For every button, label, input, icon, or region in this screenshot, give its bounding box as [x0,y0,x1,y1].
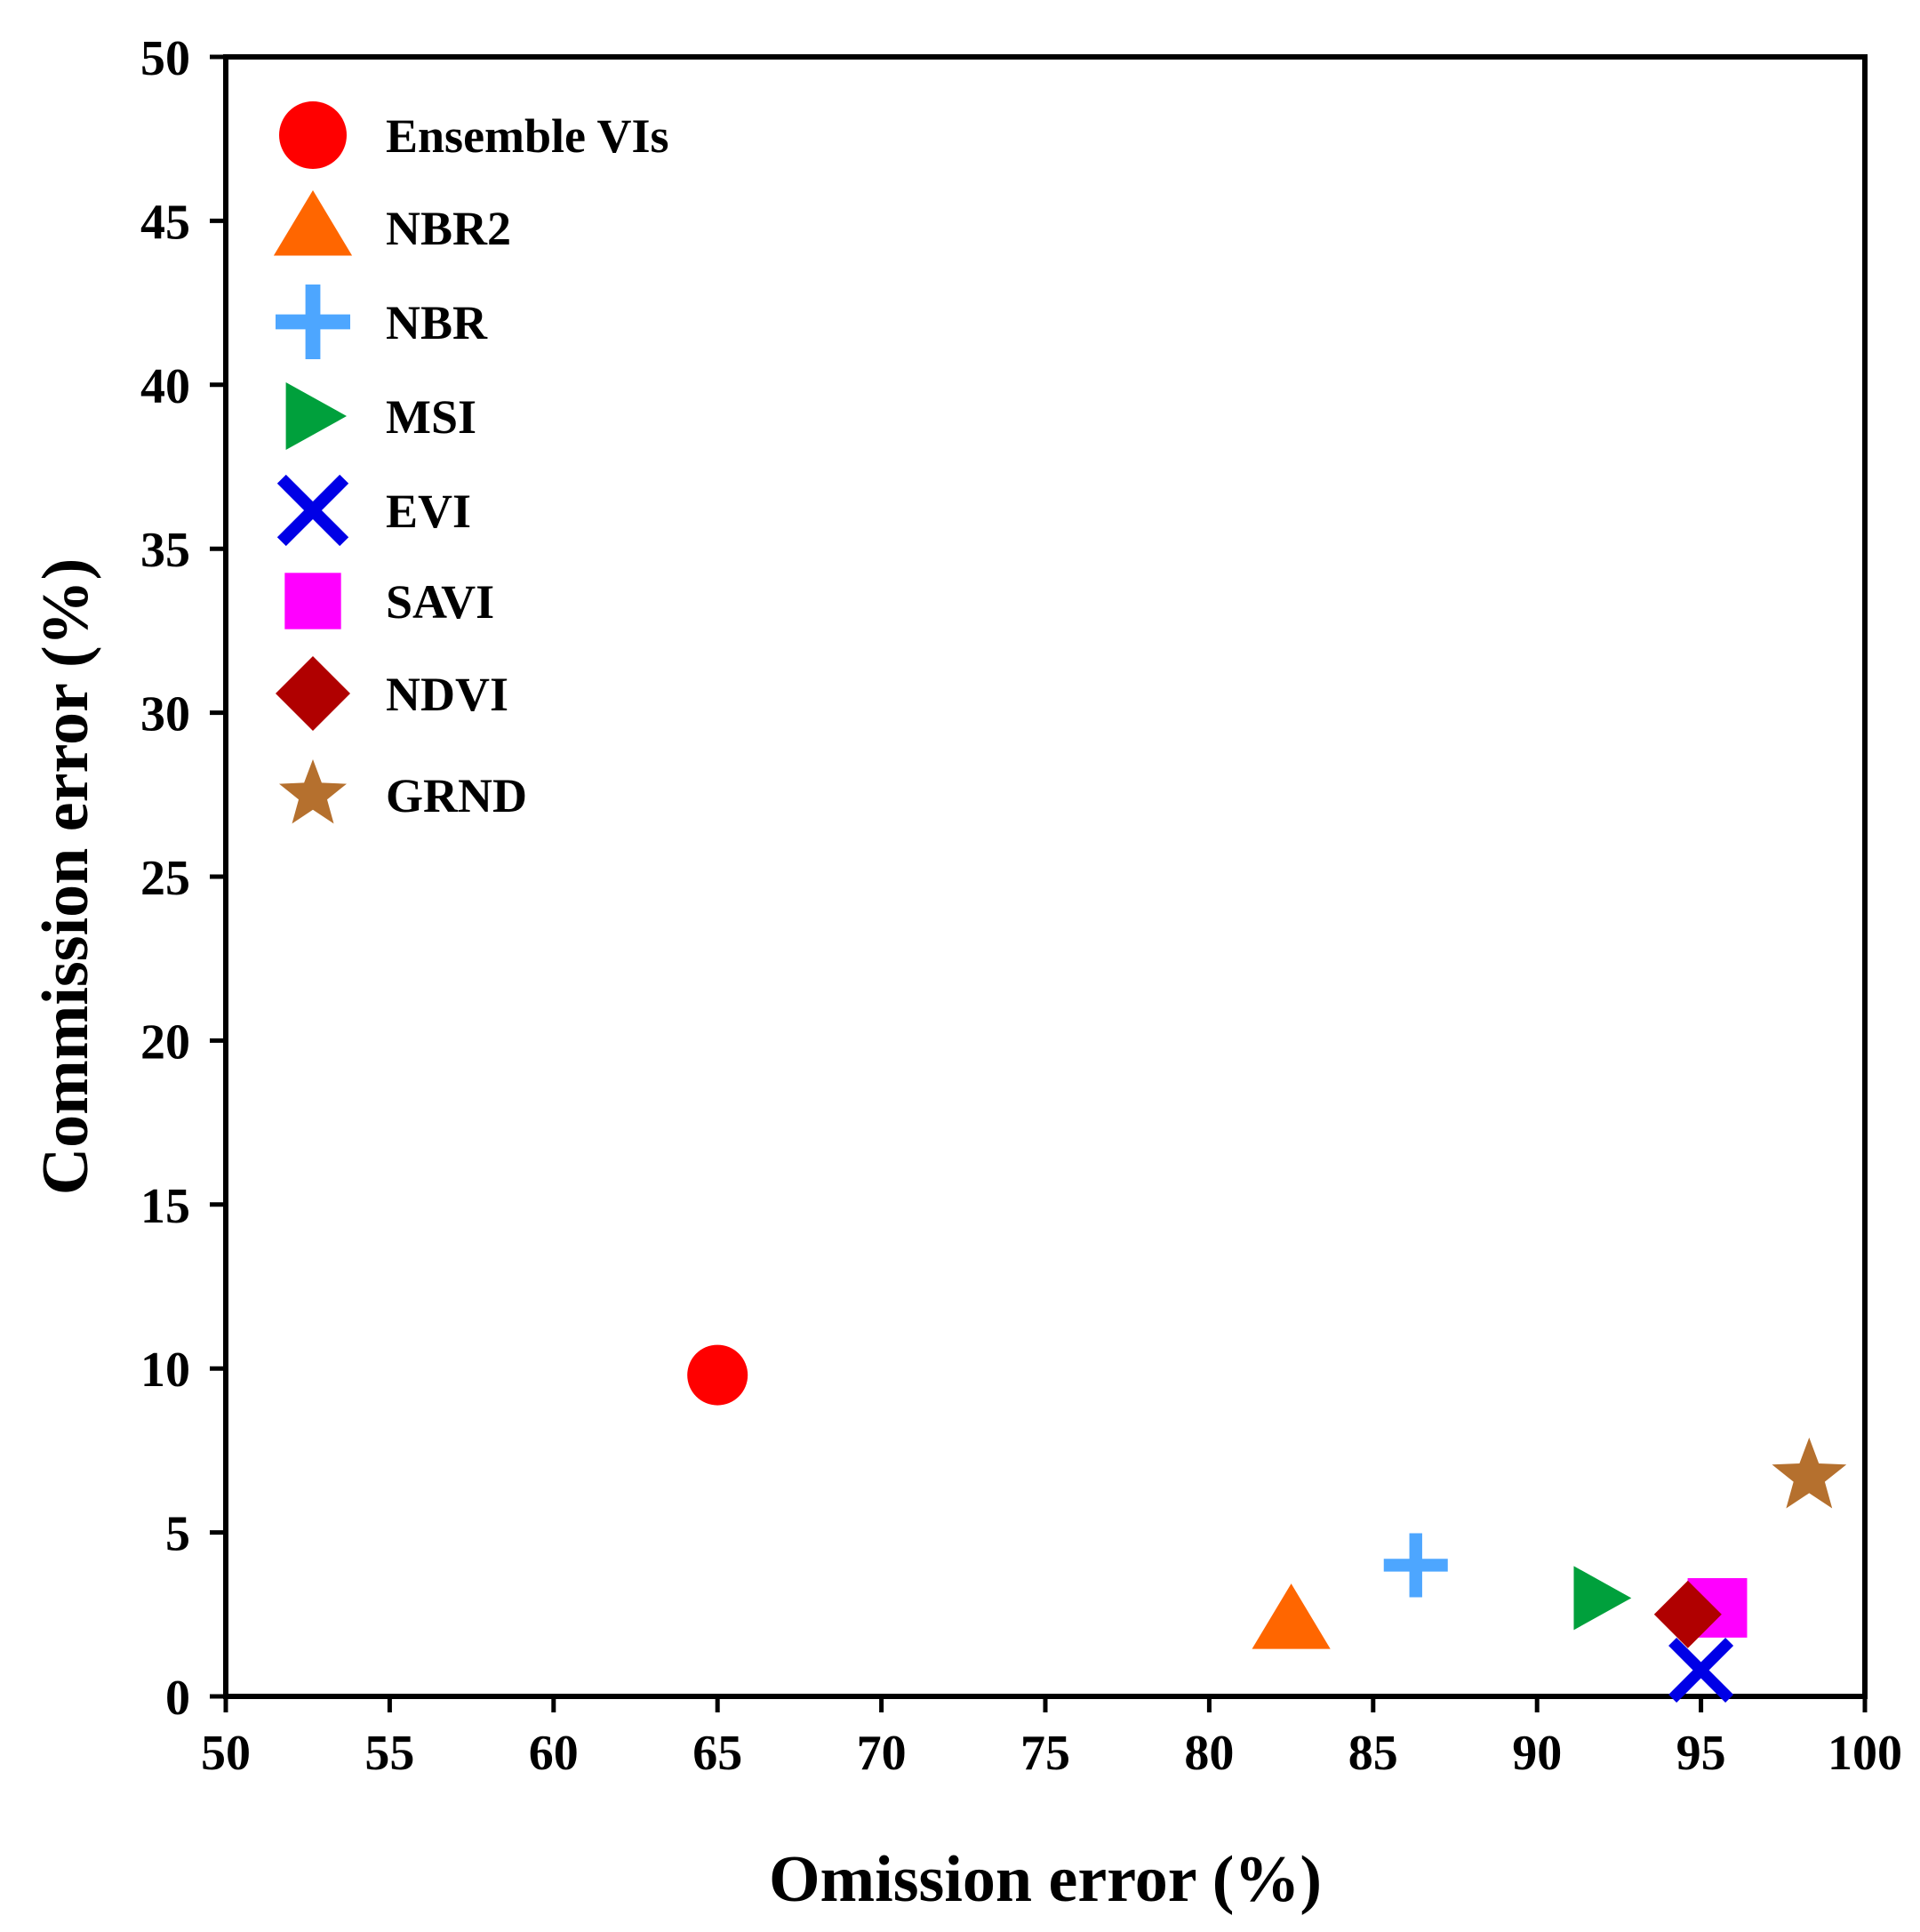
y-tick-label: 25 [140,851,190,906]
plus-marker [1383,1533,1448,1598]
x-tick-label: 65 [692,1726,742,1781]
x-tick-label: 85 [1348,1726,1398,1781]
legend-item-grnd: GRND [279,759,527,824]
diamond-marker [276,656,350,731]
plus-marker [276,285,350,359]
x-tick-label: 100 [1828,1726,1902,1781]
y-tick-label: 35 [140,523,190,578]
x-marker [276,474,349,547]
y-tick-label: 50 [140,31,190,86]
legend-label: GRND [386,769,527,822]
x-tick-label: 90 [1512,1726,1562,1781]
y-tick-label: 30 [140,687,190,742]
legend-item-ndvi: NDVI [276,656,508,731]
y-tick-label: 0 [165,1671,190,1726]
star-marker [1772,1437,1847,1509]
data-point-ndvi [1653,1580,1722,1648]
data-point-ensemble-vis [687,1344,748,1406]
legend-label: EVI [386,485,471,538]
data-point-grnd [1772,1437,1847,1509]
y-tick-label: 45 [140,195,190,250]
x-marker [1668,1637,1734,1704]
data-points [687,1344,1847,1704]
x-axis-label: Omission error (%) [769,1843,1322,1916]
x-tick-label: 80 [1184,1726,1234,1781]
x-tick-label: 55 [364,1726,414,1781]
legend-label: NBR2 [386,202,511,255]
y-tick-label: 20 [140,1014,190,1070]
triangle-right-marker [1573,1566,1632,1631]
legend-item-msi: MSI [285,382,476,450]
legend-item-ensemble-vis: Ensemble VIs [279,101,669,169]
axis-ticks: 50 55 60 65 70 75 80 85 90 95 100 0 5 10 15 20 25 30 35 40 4… [140,31,1902,1781]
x-tick-label: 95 [1676,1726,1726,1781]
data-point-evi [1668,1637,1734,1704]
triangle-up-marker [1252,1583,1331,1649]
legend-label: NDVI [386,668,508,721]
legend-item-nbr: NBR [276,285,488,359]
x-tick-label: 75 [1020,1726,1070,1781]
data-point-msi [1573,1566,1632,1631]
y-tick-label: 5 [165,1507,190,1562]
legend-label: Ensemble VIs [386,109,669,163]
legend-label: SAVI [386,575,494,629]
legend-item-nbr2: NBR2 [273,190,511,256]
legend-label: NBR [386,296,488,349]
diamond-marker [1653,1580,1722,1648]
data-point-nbr [1383,1533,1448,1598]
star-marker [279,759,347,824]
legend-item-evi: EVI [276,474,471,547]
y-tick-label: 10 [140,1343,190,1398]
y-tick-label: 40 [140,359,190,414]
x-tick-label: 50 [201,1726,251,1781]
plot-frame [223,54,1868,1699]
circle-marker [279,101,347,169]
legend: Ensemble VIs NBR2 NBR MSI EVI SAVI NDVI GRND [273,101,669,824]
legend-item-savi: SAVI [284,573,494,629]
x-tick-label: 60 [529,1726,579,1781]
square-marker [284,573,341,629]
y-tick-label: 15 [140,1179,190,1234]
triangle-up-marker [273,190,353,256]
circle-marker [687,1344,748,1406]
x-tick-label: 70 [857,1726,907,1781]
y-axis-label: Commission error (%) [29,558,102,1196]
legend-label: MSI [386,390,476,444]
data-point-nbr2 [1252,1583,1331,1649]
triangle-right-marker [285,382,347,450]
